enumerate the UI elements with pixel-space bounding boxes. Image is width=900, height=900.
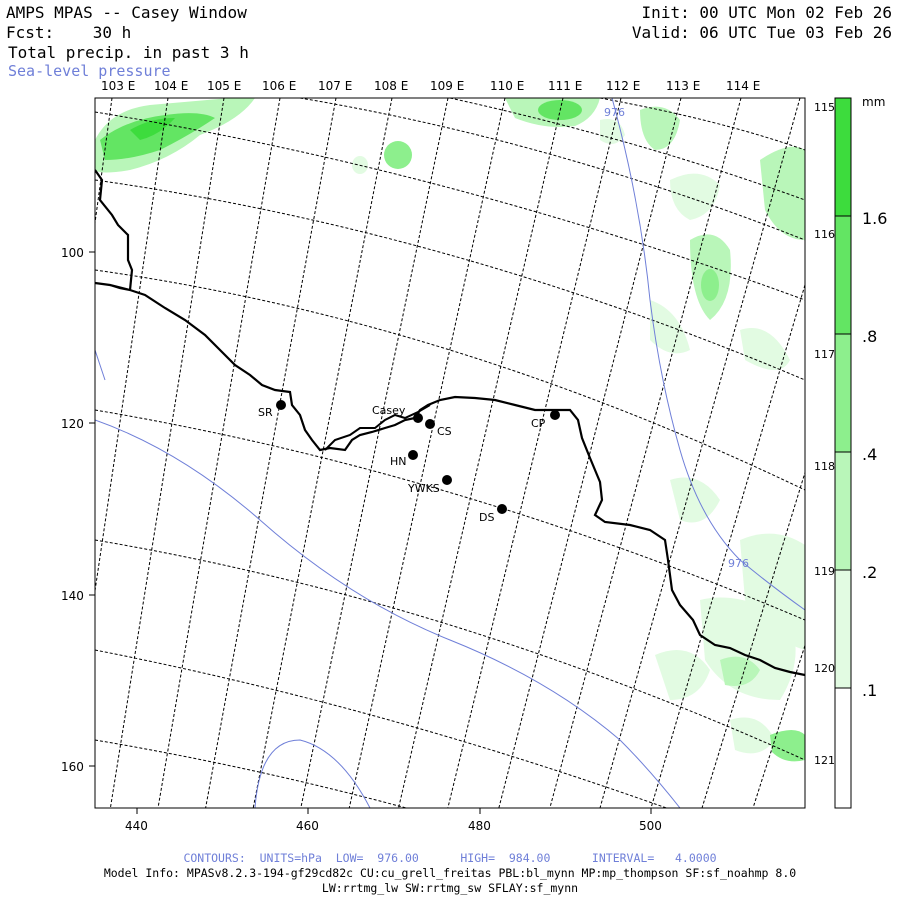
longitude-line [300,98,449,808]
station-label-sr: SR [258,406,273,419]
field-label: Total precip. in past 3 h [8,43,249,62]
colorbar-label: .4 [862,445,877,464]
station-label-cs: CS [437,425,452,438]
colorbar-swatch [835,334,851,452]
isobar-label-right: 976 [728,557,749,570]
colorbar-label: .8 [862,327,877,346]
longitude-line [498,98,682,808]
colorbar-swatch [835,688,851,808]
lon-label: 111 E [548,79,582,93]
station-label-hn: HN [390,455,407,468]
station-marker-ywks [442,475,452,485]
longitude-line [205,98,337,808]
valid-time: Valid: 06 UTC Tue 03 Feb 26 [631,23,892,42]
lon-label: 110 E [490,79,524,93]
station-label-casey: Casey [372,404,406,417]
colorbar-swatch [835,570,851,688]
map-title: AMPS MPAS -- Casey Window [6,3,247,22]
precip-shading [95,98,805,762]
contour-info: CONTOURS: UNITS=hPa LOW= 976.00 HIGH= 98… [183,851,717,865]
coastline [95,169,805,677]
y-tick-label: 140 [61,589,84,603]
longitude-line [599,98,801,808]
colorbar-label: .1 [862,681,877,700]
longitude-line [348,98,506,808]
map-figure: 976 976 SR Casey CS HN YWKS DS CP 103 E … [61,79,887,833]
overlay-label: Sea-level pressure [8,62,171,80]
y-tick-label: 100 [61,246,84,260]
model-info: Model Info: MPASv8.2.3-194-gf29cd82c CU:… [103,866,797,880]
isobar-label-top: 976 [604,106,625,119]
longitude-line [752,643,805,808]
x-tick-label: 440 [125,819,148,833]
station-marker-ds [497,504,507,514]
stations: SR Casey CS HN YWKS DS CP [258,400,560,524]
station-label-ds: DS [479,511,494,524]
station-marker-hn [408,450,418,460]
colorbar-unit: mm [862,95,885,109]
plot-border [94,97,806,809]
model-info-line2: LW:rrtmg_lw SW:rrtmg_sw SFLAY:sf_mynn [321,881,579,895]
latitude-lines [95,98,805,808]
lon-label: 106 E [262,79,296,93]
y-tick-label: 120 [61,417,84,431]
station-marker-casey [413,413,423,423]
longitude-line [252,98,393,808]
forecast-hour: Fcst: 30 h [6,23,132,42]
colorbar-label: .2 [862,563,877,582]
y-tick-label: 160 [61,760,84,774]
x-axis-ticks: 440 460 480 500 [125,808,662,833]
lon-label: 105 E [207,79,241,93]
station-label-ywks: YWKS [407,482,440,495]
lon-label: 108 E [374,79,408,93]
longitude-line [157,98,281,808]
colorbar-swatch [835,98,851,216]
lon-label: 114 E [726,79,760,93]
x-tick-label: 480 [468,819,491,833]
longitude-lines [95,98,805,808]
lon-label: 104 E [154,79,188,93]
init-time: Init: 00 UTC Mon 02 Feb 26 [641,3,892,22]
colorbar-label: 1.6 [862,209,887,228]
longitude-line [398,98,564,808]
longitude-line [650,283,805,808]
colorbar: mm 1.6 .8 .4 .2 .1 [834,95,887,809]
y-axis-ticks: 100 120 140 160 [61,246,95,774]
x-tick-label: 460 [296,819,319,833]
colorbar-swatch [835,452,851,570]
lon-labels-top: 103 E 104 E 105 E 106 E 107 E 108 E 109 … [101,79,760,93]
lon-label: 103 E [101,79,135,93]
lon-label: 113 E [666,79,700,93]
station-marker-cs [425,419,435,429]
lon-label: 109 E [430,79,464,93]
lon-label: 107 E [318,79,352,93]
longitude-line [447,98,622,808]
longitude-line [549,98,742,808]
station-marker-cp [550,410,560,420]
lon-label: 112 E [606,79,640,93]
colorbar-swatch [835,216,851,334]
station-label-cp: CP [531,417,546,430]
coastline-inlet [324,404,431,451]
isobars [95,98,805,808]
x-tick-label: 500 [639,819,662,833]
station-marker-sr [276,400,286,410]
